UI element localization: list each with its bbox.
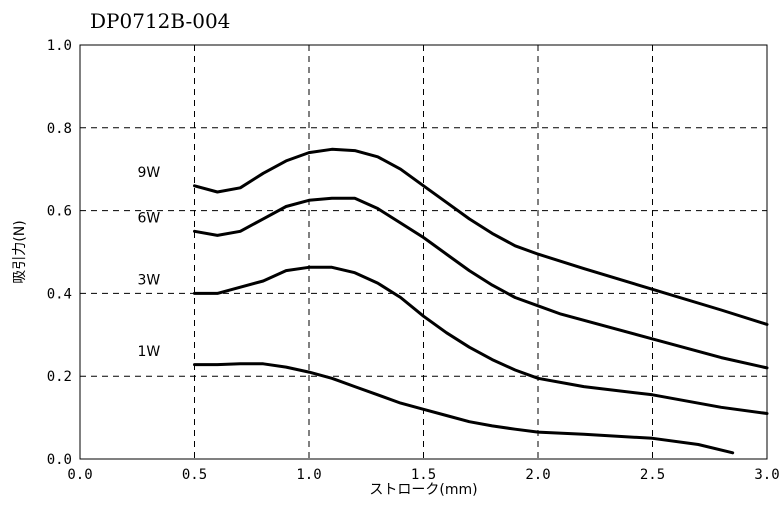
series-label-1w: 1W (138, 344, 161, 360)
chart-title: DP0712B-004 (90, 9, 230, 33)
y-tick-label: 0.8 (47, 121, 72, 137)
y-tick-label: 0.4 (47, 286, 72, 302)
x-tick-label: 2.0 (525, 467, 550, 483)
x-tick-label: 0.0 (67, 467, 92, 483)
y-tick-label: 1.0 (47, 38, 72, 54)
x-axis: 0.0 0.5 1.0 1.5 2.0 2.5 3.0 (67, 467, 779, 483)
x-tick-label: 1.5 (411, 467, 436, 483)
series-line-3w (193, 265, 769, 415)
series-label-9w: 9W (138, 165, 161, 181)
series-line-1w (193, 362, 735, 455)
series-label-6w: 6W (138, 211, 161, 227)
x-tick-label: 0.5 (182, 467, 207, 483)
y-tick-label: 0.0 (47, 452, 72, 468)
series-line-6w (193, 196, 769, 370)
series-label-3w: 3W (138, 273, 161, 289)
plot-frame (79, 44, 768, 460)
y-tick-label: 0.6 (47, 204, 72, 220)
series-group: 9W 6W 3W 1W (138, 147, 769, 455)
x-axis-label: ストローク(mm) (369, 482, 477, 498)
y-tick-label: 0.2 (47, 369, 72, 385)
y-axis: 0.0 0.2 0.4 0.6 0.8 1.0 (47, 38, 72, 468)
x-tick-label: 2.5 (640, 467, 665, 483)
y-axis-label: 吸引力(N) (12, 220, 28, 283)
series-line-9w (193, 147, 769, 326)
x-tick-label: 3.0 (754, 467, 779, 483)
x-tick-label: 1.0 (296, 467, 321, 483)
